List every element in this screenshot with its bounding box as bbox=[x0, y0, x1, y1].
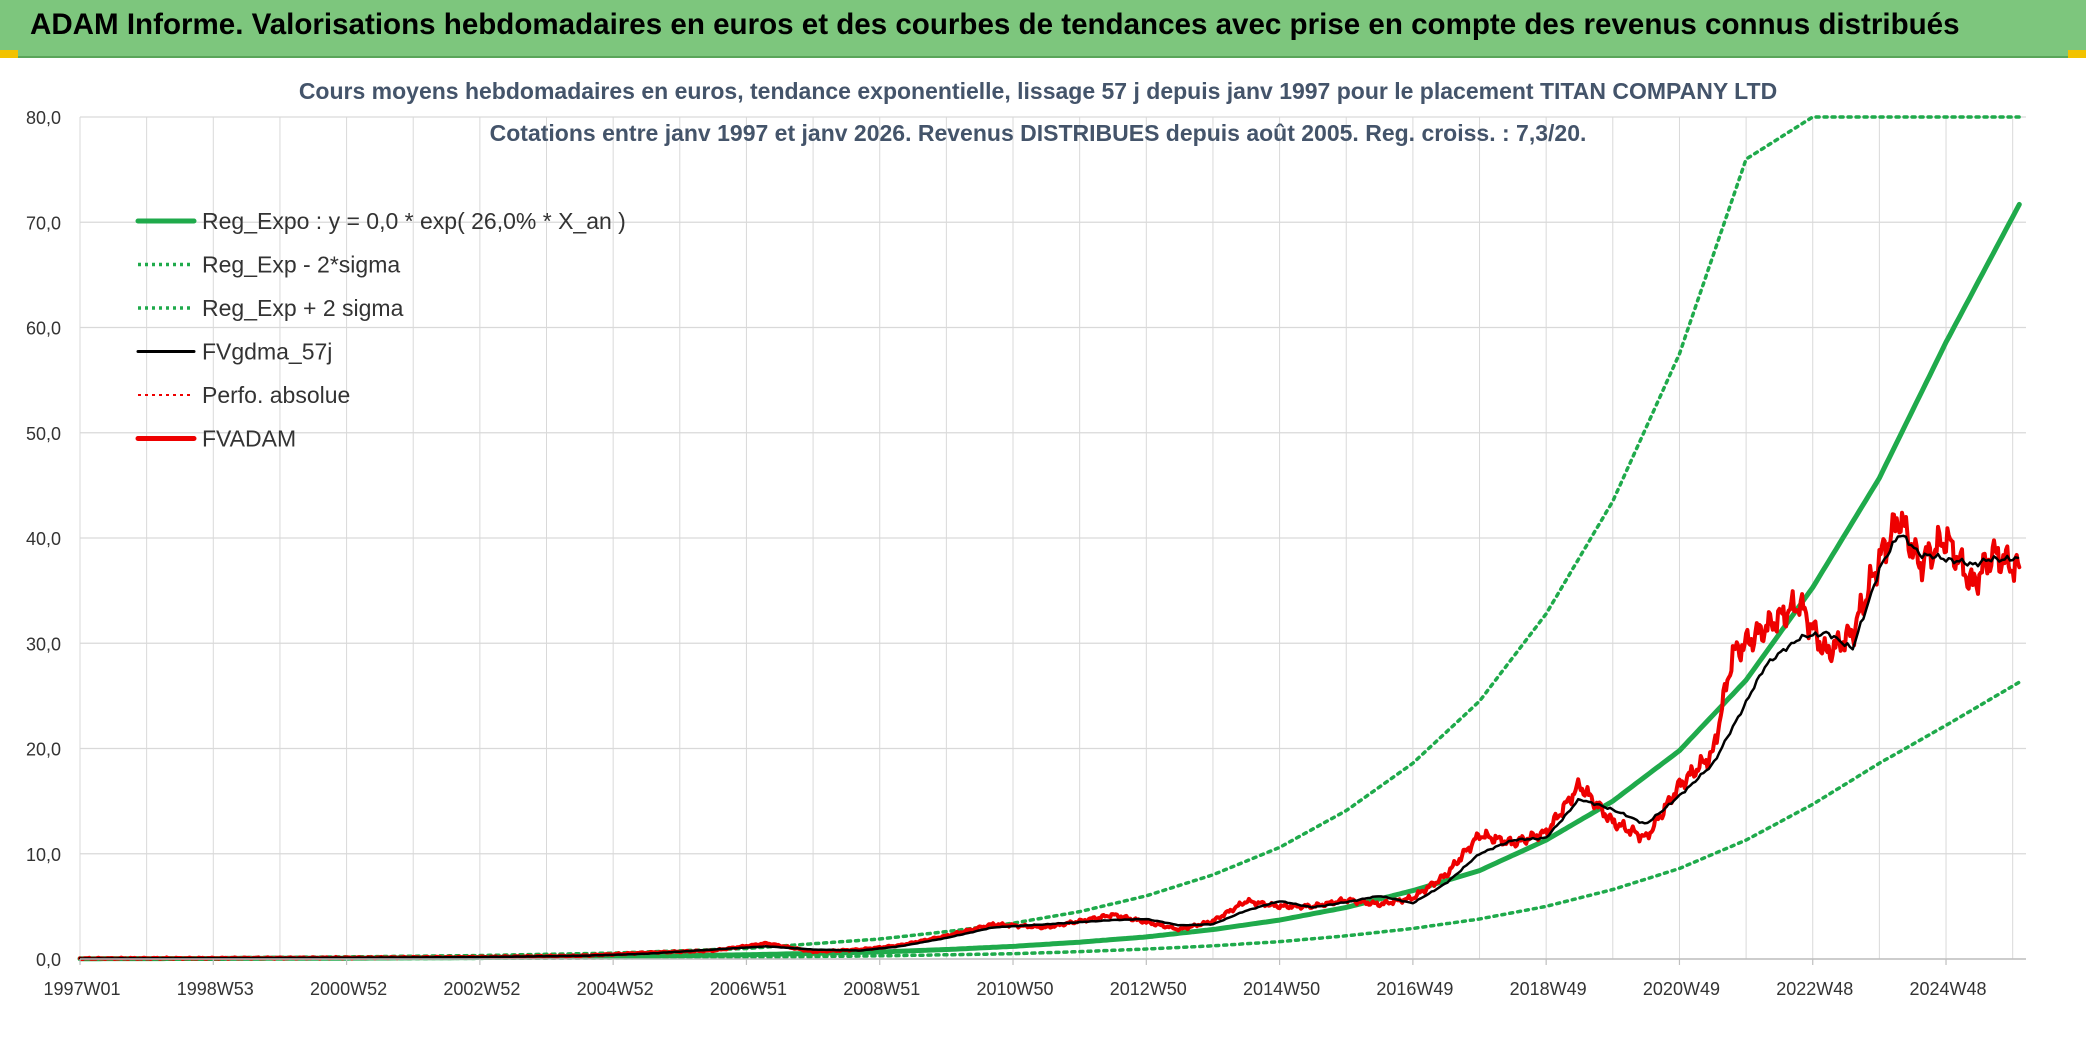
chart-legend: Reg_Expo : y = 0,0 * exp( 26,0% * X_an )… bbox=[135, 208, 626, 452]
y-tick-label: 80,0 bbox=[26, 108, 61, 128]
banner-corner-right bbox=[2068, 50, 2086, 58]
banner-corner-left bbox=[0, 50, 18, 58]
series-line-fvgdma-57j bbox=[78, 534, 2020, 960]
y-tick-label: 50,0 bbox=[26, 424, 61, 444]
y-tick-label: 40,0 bbox=[26, 529, 61, 549]
x-tick-label: 2022W48 bbox=[1776, 979, 1853, 999]
legend-label: Reg_Exp - 2*sigma bbox=[202, 252, 400, 278]
x-tick-label: 2006W51 bbox=[710, 979, 787, 999]
x-tick-label: 2010W50 bbox=[976, 979, 1053, 999]
legend-label: Perfo. absolue bbox=[202, 382, 350, 408]
x-tick-label: 2002W52 bbox=[443, 979, 520, 999]
y-tick-label: 20,0 bbox=[26, 740, 61, 760]
report-banner: ADAM Informe. Valorisations hebdomadaire… bbox=[0, 0, 2086, 58]
y-tick-label: 70,0 bbox=[26, 213, 61, 233]
legend-label: Reg_Expo : y = 0,0 * exp( 26,0% * X_an ) bbox=[202, 208, 626, 234]
chart-title-line2: Cotations entre janv 1997 et janv 2026. … bbox=[490, 120, 1587, 146]
chart-grid bbox=[79, 116, 2026, 960]
y-tick-label: 0,0 bbox=[36, 950, 61, 970]
x-tick-label: 2004W52 bbox=[577, 979, 654, 999]
x-tick-label: 2016W49 bbox=[1376, 979, 1453, 999]
legend-label: FVgdma_57j bbox=[202, 339, 332, 365]
x-tick-label: 2024W48 bbox=[1909, 979, 1986, 999]
x-tick-label: 2008W51 bbox=[843, 979, 920, 999]
chart-area: Cours moyens hebdomadaires en euros, ten… bbox=[26, 78, 2026, 999]
chart-axes: 0,0 10,0 20,0 30,0 40,0 50,0 60,0 70,0 80,0 1997W… bbox=[26, 108, 2026, 999]
y-tick-label: 10,0 bbox=[26, 845, 61, 865]
x-tick-label: 2014W50 bbox=[1243, 979, 1320, 999]
x-tick-label: 2012W50 bbox=[1110, 979, 1187, 999]
x-tick-label: 2018W49 bbox=[1510, 979, 1587, 999]
y-tick-label: 30,0 bbox=[26, 634, 61, 654]
x-tick-label: 1997W01 bbox=[43, 979, 120, 999]
x-tick-label: 2020W49 bbox=[1643, 979, 1720, 999]
y-tick-label: 60,0 bbox=[26, 319, 61, 339]
chart-title-line1: Cours moyens hebdomadaires en euros, ten… bbox=[299, 78, 1777, 104]
legend-label: Reg_Exp + 2 sigma bbox=[202, 295, 404, 321]
banner-title: ADAM Informe. Valorisations hebdomadaire… bbox=[30, 8, 1960, 41]
x-tick-label: 1998W53 bbox=[177, 979, 254, 999]
x-tick-label: 2000W52 bbox=[310, 979, 387, 999]
legend-label: FVADAM bbox=[202, 426, 296, 452]
